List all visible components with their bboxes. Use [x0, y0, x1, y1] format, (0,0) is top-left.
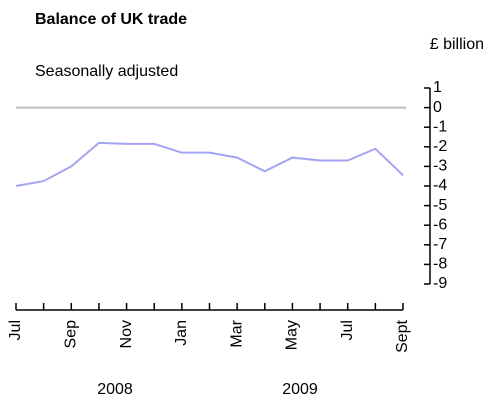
y-tick-label: -9 — [433, 275, 447, 292]
unit-label: £ billion — [430, 36, 484, 53]
year-label: 2008 — [97, 381, 133, 398]
y-tick-label: 1 — [433, 79, 442, 96]
y-tick-label: -3 — [433, 158, 447, 175]
year-label: 2009 — [282, 381, 318, 398]
x-tick-label: May — [284, 320, 301, 350]
x-tick-label: Mar — [228, 319, 245, 347]
y-tick-label: -2 — [433, 138, 447, 155]
y-tick-label: -6 — [433, 216, 447, 233]
y-tick-label: -8 — [433, 256, 447, 273]
y-tick-label: -4 — [433, 177, 447, 194]
x-tick-label: Sep — [63, 320, 80, 349]
x-tick-label: Jan — [173, 320, 190, 346]
x-tick-label: Jul — [339, 320, 356, 340]
chart-subtitle: Seasonally adjusted — [35, 63, 178, 80]
y-tick-label: 0 — [433, 99, 442, 116]
y-tick-label: -7 — [433, 236, 447, 253]
x-tick-label: Jul — [7, 320, 24, 340]
x-tick-label: Sept — [394, 319, 411, 352]
y-tick-label: -5 — [433, 197, 447, 214]
chart-title: Balance of UK trade — [35, 11, 187, 28]
y-tick-label: -1 — [433, 118, 447, 135]
x-tick-label: Nov — [118, 320, 135, 348]
data-line — [15, 141, 404, 187]
